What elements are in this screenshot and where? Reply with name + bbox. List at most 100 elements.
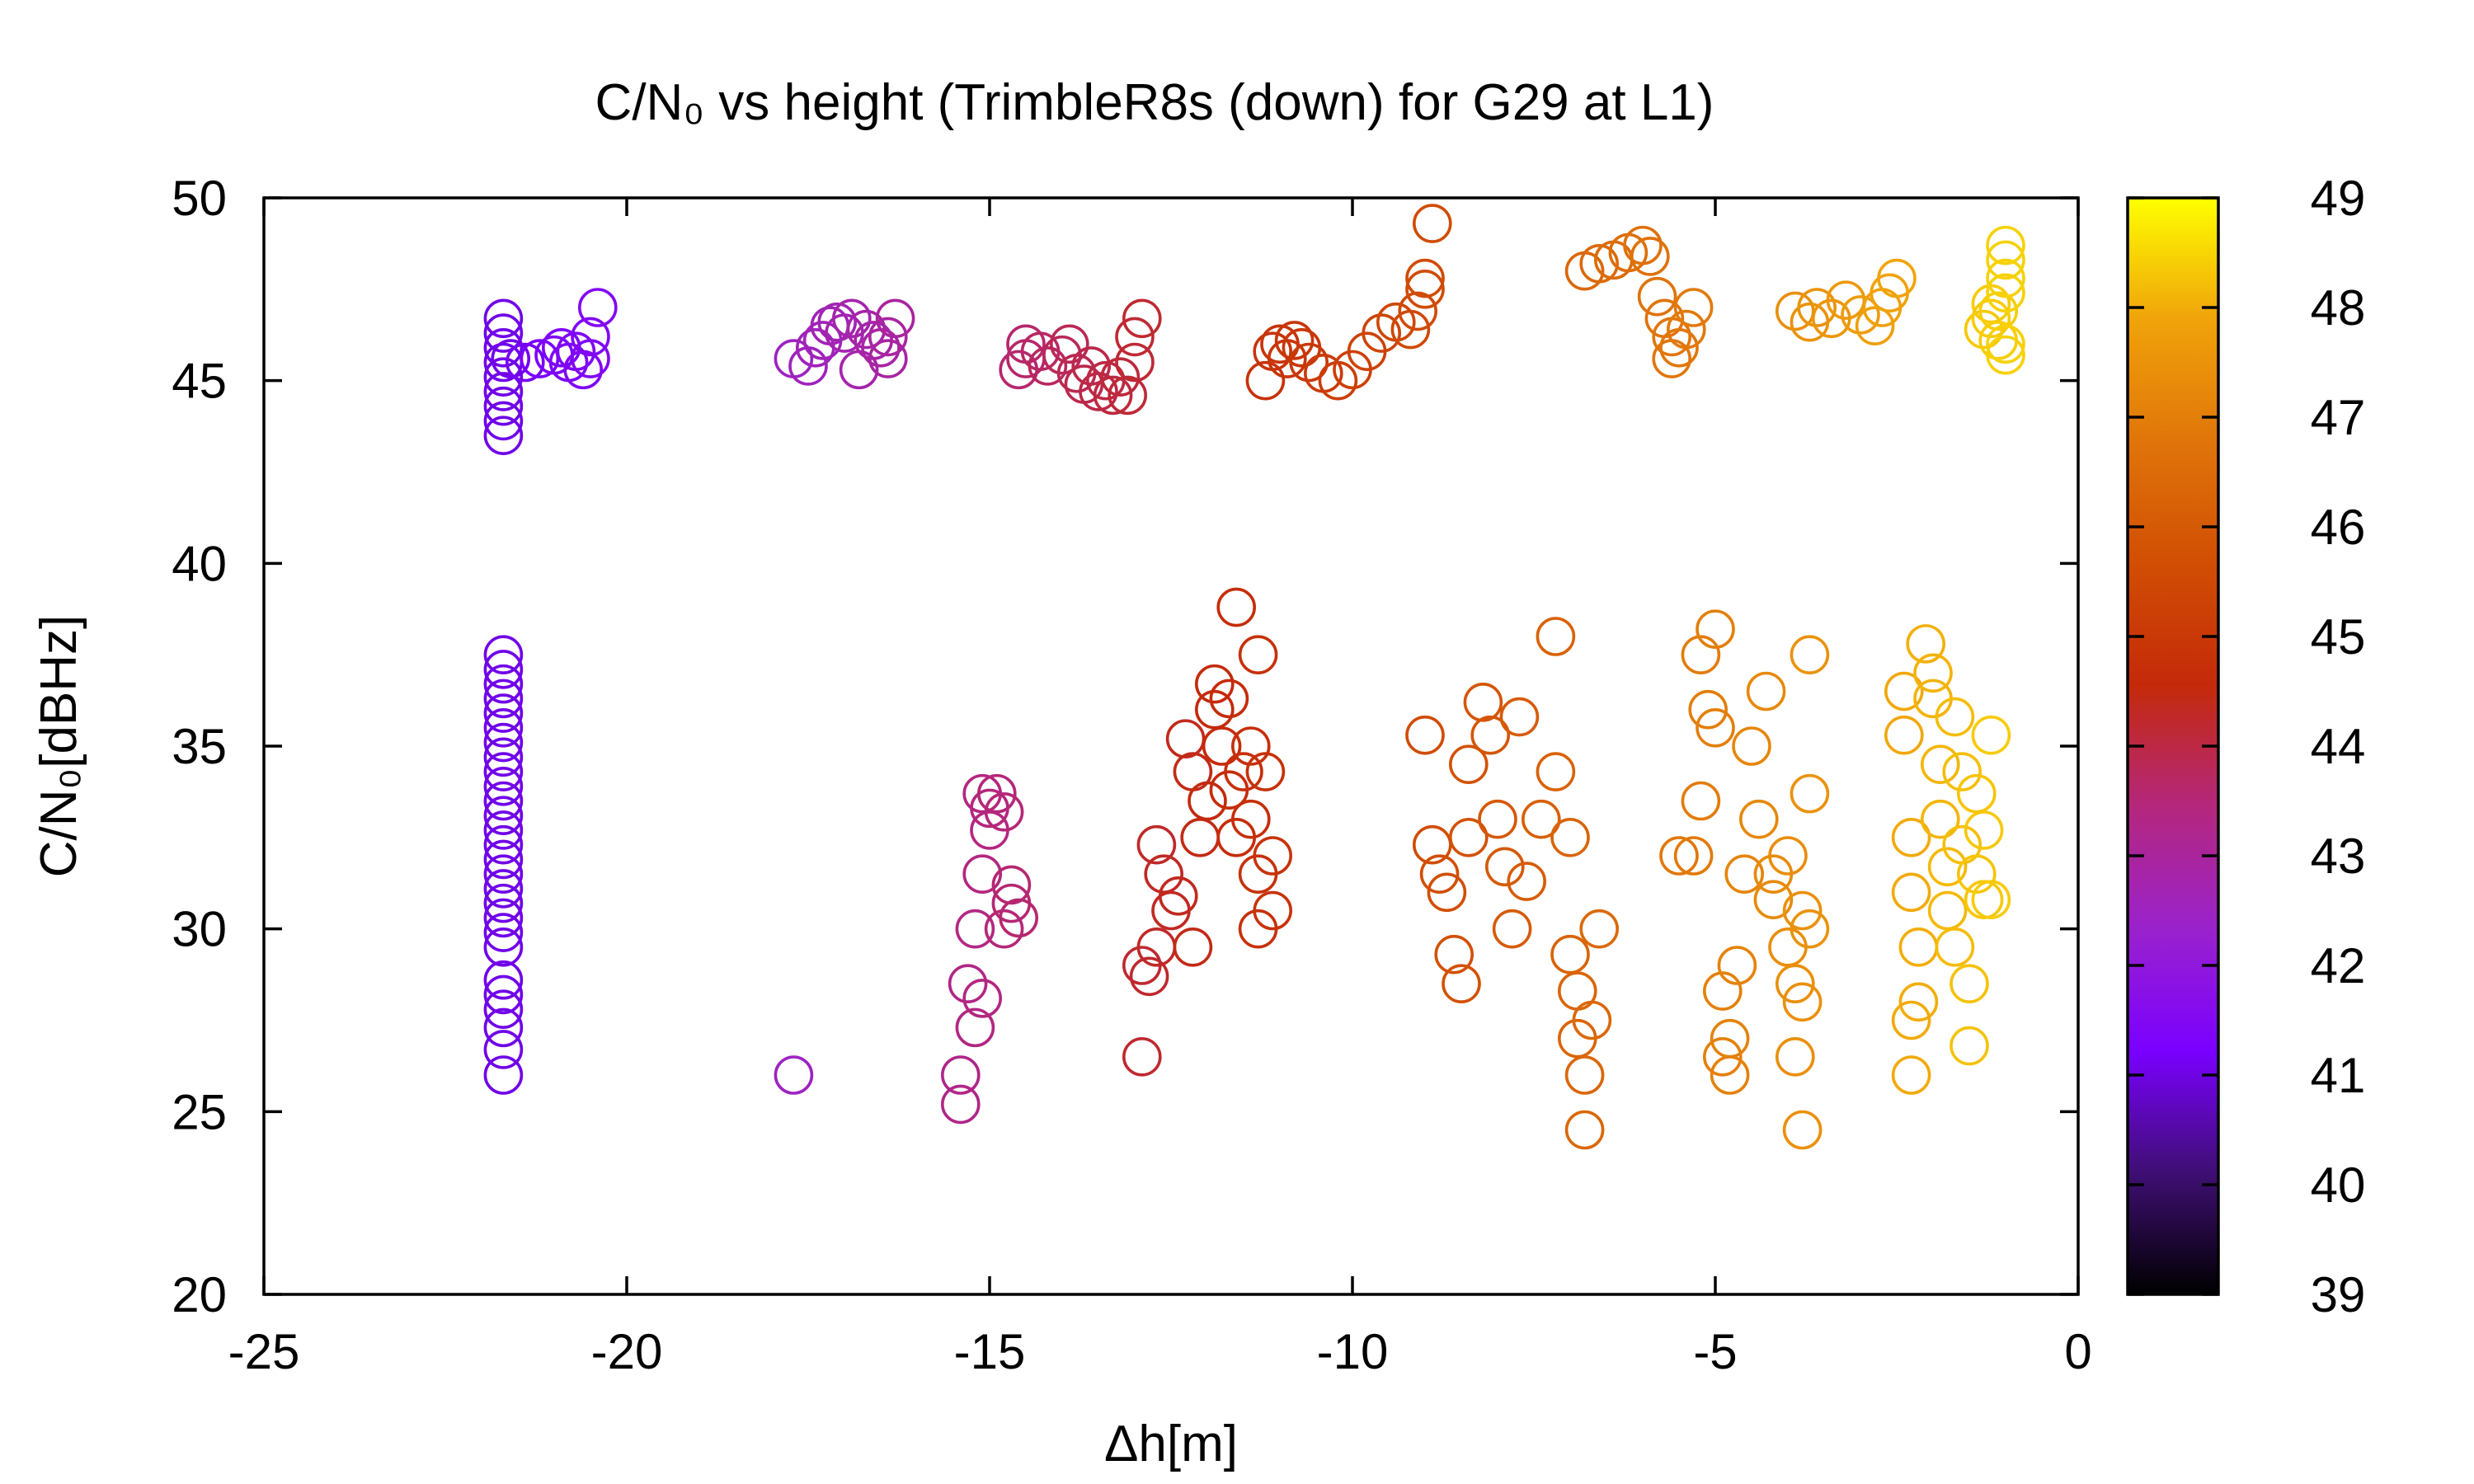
colorbar-ticks: 39 40 41 42 43 44 45 46 47 48 49 bbox=[2128, 171, 2365, 1322]
chart-title: C/N₀ vs height (TrimbleR8s (down) for G2… bbox=[595, 74, 1714, 131]
data-point bbox=[1209, 679, 1249, 719]
x-tick-label: -15 bbox=[954, 1324, 1026, 1379]
data-point bbox=[483, 960, 524, 1000]
data-point bbox=[483, 839, 524, 880]
colorbar-tick-label: 44 bbox=[2311, 719, 2366, 774]
data-point bbox=[1231, 726, 1271, 766]
data-point bbox=[1630, 237, 1670, 276]
data-point bbox=[1579, 909, 1619, 949]
y-tick-label: 30 bbox=[172, 902, 227, 957]
data-point bbox=[1927, 890, 1968, 931]
data-point bbox=[1623, 225, 1663, 265]
data-point bbox=[483, 824, 524, 865]
data-point bbox=[1129, 956, 1169, 997]
y-tick-label: 45 bbox=[172, 354, 227, 409]
data-point bbox=[1971, 298, 2011, 339]
data-point bbox=[1673, 288, 1714, 327]
data-point bbox=[1224, 752, 1263, 791]
data-point bbox=[1768, 836, 1808, 876]
data-point bbox=[977, 773, 1017, 814]
data-point bbox=[1115, 342, 1155, 383]
data-point bbox=[1884, 715, 1924, 755]
data-point bbox=[1362, 313, 1401, 353]
data-point bbox=[1986, 273, 2025, 313]
data-point bbox=[1449, 744, 1489, 784]
y-tick-label: 20 bbox=[172, 1267, 227, 1322]
data-point bbox=[1173, 928, 1213, 967]
data-point bbox=[577, 288, 618, 327]
colorbar-tick-label: 49 bbox=[2311, 171, 2366, 226]
y-tick-label: 25 bbox=[172, 1084, 227, 1139]
data-point bbox=[1180, 818, 1220, 857]
data-point bbox=[1550, 934, 1590, 974]
data-point bbox=[483, 989, 524, 1029]
data-point bbox=[1492, 909, 1532, 949]
data-point bbox=[483, 635, 524, 674]
data-point bbox=[483, 372, 524, 411]
data-point bbox=[832, 298, 872, 339]
data-point bbox=[1550, 818, 1590, 857]
data-point bbox=[1971, 715, 2011, 755]
data-point bbox=[1782, 982, 1823, 1022]
data-point bbox=[1499, 697, 1540, 737]
data-point bbox=[483, 737, 524, 777]
data-point bbox=[1891, 818, 1931, 857]
data-point bbox=[1093, 375, 1133, 416]
data-point bbox=[788, 346, 828, 386]
data-point bbox=[868, 339, 908, 378]
plot-frame bbox=[262, 196, 2080, 1296]
data-point bbox=[1659, 327, 1699, 368]
data-point bbox=[1122, 298, 1162, 339]
data-point bbox=[483, 386, 524, 426]
data-point bbox=[1884, 671, 1924, 711]
data-point bbox=[1877, 258, 1917, 298]
data-point bbox=[1898, 928, 1939, 967]
data-point bbox=[1870, 273, 1909, 313]
data-points bbox=[483, 204, 2025, 1150]
data-point bbox=[1136, 824, 1177, 865]
data-point bbox=[1986, 324, 2025, 364]
data-point bbox=[1696, 609, 1735, 649]
data-point bbox=[991, 865, 1032, 905]
data-point bbox=[1238, 635, 1278, 674]
data-point bbox=[1449, 818, 1489, 857]
data-point bbox=[984, 791, 1024, 832]
colorbar-tick-label: 47 bbox=[2311, 390, 2366, 445]
data-point bbox=[1986, 335, 2025, 375]
data-point bbox=[483, 1007, 524, 1048]
data-point bbox=[1558, 971, 1597, 1011]
data-point bbox=[1971, 284, 2011, 324]
data-point bbox=[1986, 258, 2025, 298]
data-point bbox=[1732, 726, 1771, 766]
data-point bbox=[1681, 781, 1721, 821]
data-point bbox=[1151, 890, 1191, 931]
x-tick-label: -10 bbox=[1317, 1324, 1389, 1379]
data-point bbox=[1419, 854, 1460, 894]
colorbar-tick-label: 42 bbox=[2311, 938, 2366, 993]
data-point bbox=[483, 401, 524, 441]
data-point bbox=[1710, 1018, 1750, 1059]
data-point bbox=[483, 693, 524, 733]
data-point bbox=[1536, 617, 1576, 656]
data-point bbox=[1405, 258, 1445, 298]
data-point bbox=[1253, 836, 1292, 876]
data-point bbox=[1841, 295, 1880, 335]
data-point bbox=[1898, 982, 1939, 1022]
data-point bbox=[1470, 715, 1510, 755]
data-point bbox=[1188, 781, 1227, 821]
data-point bbox=[483, 781, 524, 821]
data-point bbox=[774, 1055, 814, 1095]
data-point bbox=[1957, 773, 1997, 814]
data-point bbox=[1195, 689, 1235, 730]
data-point bbox=[948, 964, 988, 1003]
x-tick-label: -5 bbox=[1693, 1324, 1737, 1379]
data-point bbox=[1413, 204, 1452, 243]
x-tick-label: 0 bbox=[2064, 1324, 2091, 1379]
data-point bbox=[1159, 876, 1198, 916]
data-point bbox=[1028, 346, 1068, 386]
data-point bbox=[1274, 321, 1315, 360]
data-point bbox=[1891, 872, 1931, 913]
data-point bbox=[1673, 836, 1714, 876]
data-point bbox=[868, 317, 908, 357]
